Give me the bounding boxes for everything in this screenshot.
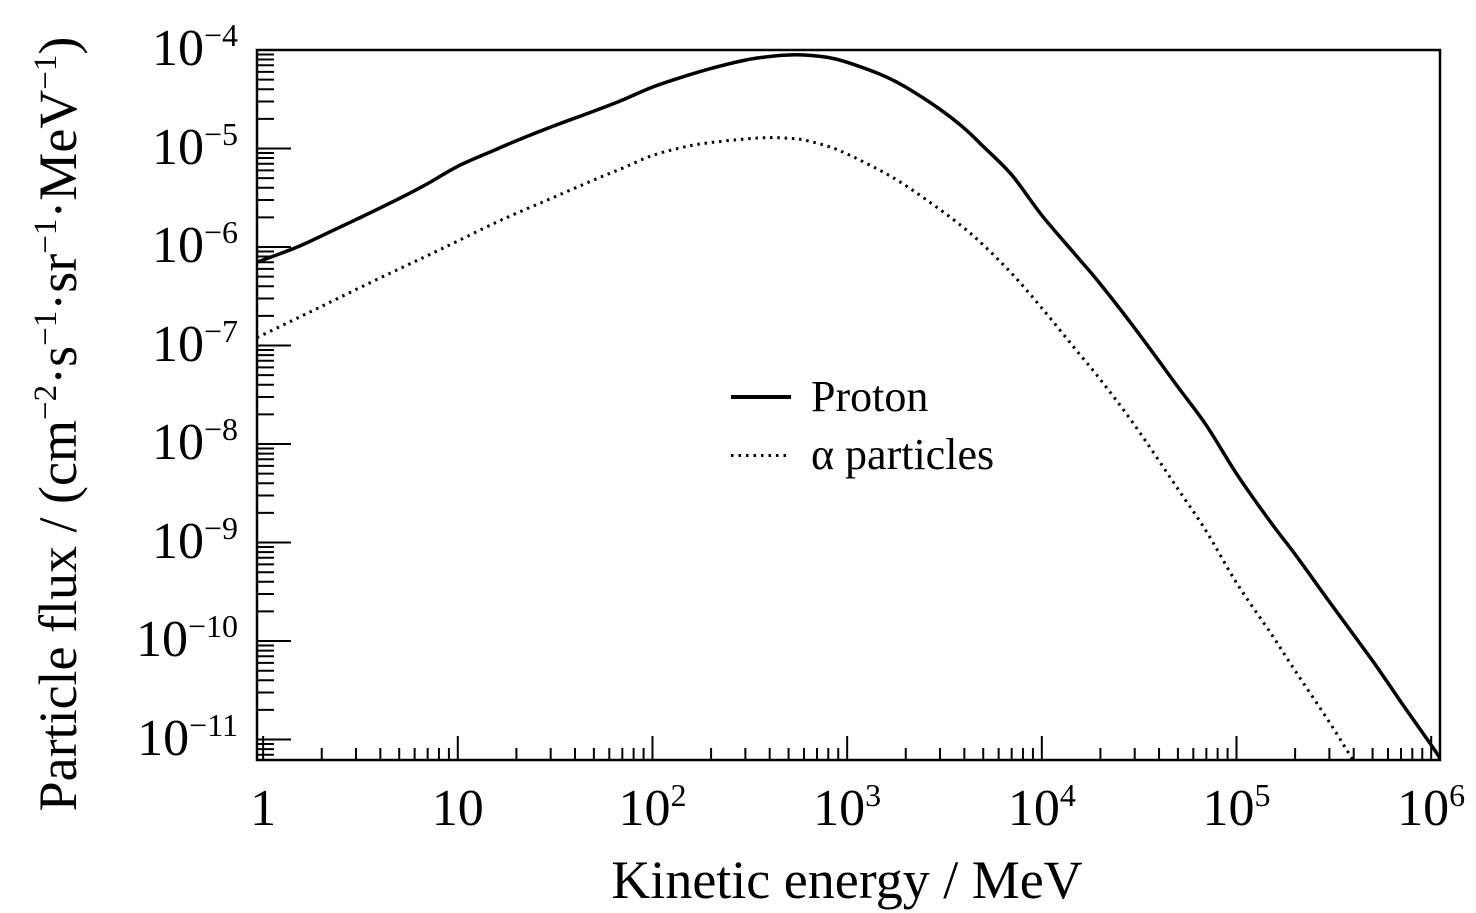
legend-item-alpha: α particles bbox=[731, 426, 994, 484]
y-tick-label: 10−10 bbox=[135, 608, 238, 669]
x-tick-label: 103 bbox=[813, 777, 882, 837]
y-tick-label: 10−6 bbox=[151, 214, 238, 274]
x-tick-label: 102 bbox=[618, 777, 687, 837]
alpha-curve bbox=[257, 136, 1355, 761]
y-axis-ticks bbox=[257, 49, 291, 756]
legend-item-proton: Proton bbox=[731, 368, 994, 426]
proton-curve bbox=[257, 52, 1441, 761]
plot-frame bbox=[255, 48, 1442, 762]
solid-line-swatch bbox=[731, 395, 791, 399]
legend: Proton α particles bbox=[731, 368, 994, 484]
legend-label-proton: Proton bbox=[811, 372, 929, 421]
y-axis-title: Particle flux / (cm−2·s−1·sr−1·MeV−1) bbox=[28, 36, 88, 812]
x-tick-label: 104 bbox=[1007, 777, 1076, 837]
x-axis-title: Kinetic energy / MeV bbox=[611, 850, 1083, 910]
y-tick-label: 10−9 bbox=[151, 509, 238, 570]
y-tick-label: 10−8 bbox=[151, 411, 238, 472]
x-tick-label: 1 bbox=[250, 780, 277, 837]
x-tick-label: 105 bbox=[1202, 777, 1271, 837]
y-tick-label: 10−11 bbox=[137, 706, 238, 767]
x-tick-label: 10 bbox=[431, 780, 484, 837]
legend-label-alpha: α particles bbox=[811, 430, 995, 479]
dotted-line-swatch bbox=[731, 453, 791, 457]
y-tick-label: 10−7 bbox=[151, 312, 238, 373]
y-tick-label: 10−4 bbox=[151, 17, 238, 77]
y-tick-label: 10−5 bbox=[151, 115, 238, 176]
x-tick-label: 106 bbox=[1397, 777, 1466, 837]
x-axis-ticks bbox=[262, 736, 1433, 760]
